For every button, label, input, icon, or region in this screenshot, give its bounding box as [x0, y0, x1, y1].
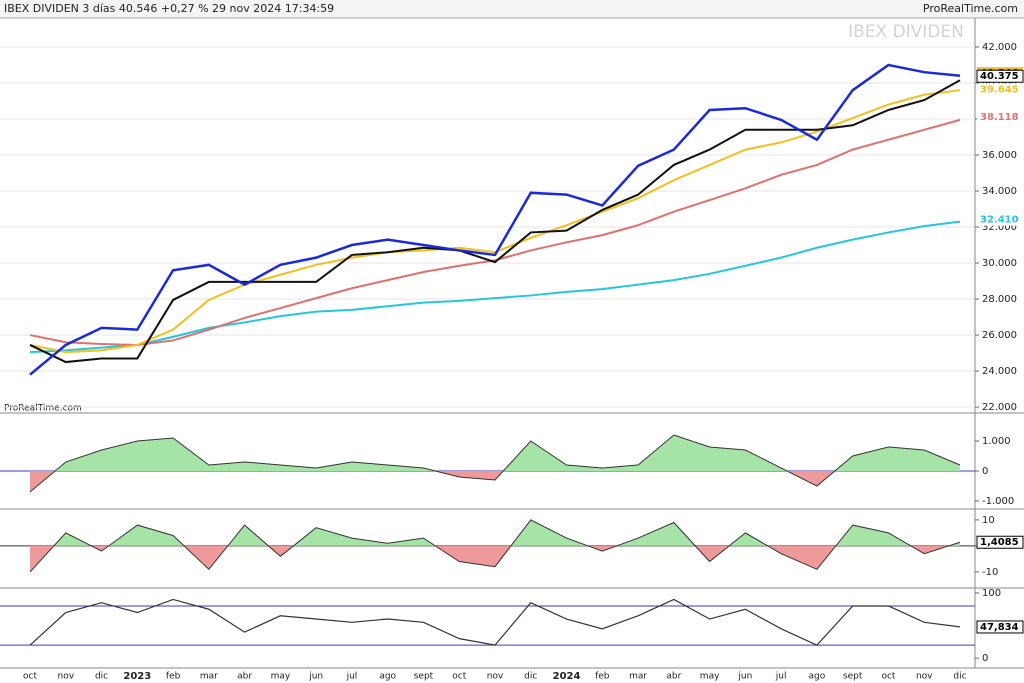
chart-title: IBEX DIVIDEN 3 días 40.546 +0,27 % 29 no… [4, 2, 334, 15]
x-tick-label: 2023 [123, 671, 151, 682]
y-tick-label: 1.000 [982, 436, 1011, 447]
oscillator-line [29, 434, 961, 493]
y-tick-label: 26.000 [982, 330, 1017, 341]
x-tick-label: oct [23, 672, 37, 682]
x-tick-label: oct [881, 672, 895, 682]
title-bar [0, 0, 1024, 18]
oscillator-line [29, 598, 961, 646]
y-tick-label: 34.000 [982, 186, 1017, 197]
frame [0, 17, 1024, 669]
x-tick-label: mar [200, 672, 218, 682]
x-tick-label: sept [414, 672, 434, 682]
x-tick-label: may [700, 672, 720, 682]
y-tick-label: 32.000 [982, 222, 1017, 233]
x-tick-label: feb [595, 672, 610, 682]
x-tick-label: 2024 [553, 671, 581, 682]
price-tag-label: 38.118 [980, 112, 1019, 123]
x-tick-label: ago [809, 672, 826, 682]
y-tick-label: -10 [982, 567, 998, 578]
x-tick-label: jul [346, 672, 358, 682]
oscillator-line [29, 519, 961, 573]
y-tick-label: -1.000 [982, 496, 1014, 507]
y-tick-label: 10 [982, 515, 995, 526]
price-tag-label: 40.375 [980, 71, 1019, 82]
series-line [29, 63, 961, 376]
price-tag-label: 1,4085 [980, 537, 1019, 548]
x-tick-label: abr [666, 672, 681, 682]
x-tick-label: nov [916, 672, 933, 682]
x-tick-label: abr [237, 672, 252, 682]
watermark: IBEX DIVIDEN [848, 22, 964, 42]
y-tick-label: 0 [982, 653, 988, 664]
series-line [29, 89, 961, 354]
x-tick-label: jun [737, 672, 752, 682]
price-tag-label: 39.645 [980, 84, 1019, 95]
x-tick-label: jun [308, 672, 323, 682]
price-tag [976, 620, 1024, 634]
x-tick-label: ago [379, 672, 396, 682]
x-tick-label: dic [95, 672, 108, 682]
y-tick-label: 22.000 [982, 402, 1017, 413]
area-negative [30, 546, 949, 572]
y-tick-label: 42.000 [982, 42, 1017, 53]
series-line [29, 79, 961, 364]
area-positive [55, 435, 960, 471]
x-tick-label: jul [775, 672, 787, 682]
x-tick-label: oct [452, 672, 466, 682]
price-tag [977, 213, 1023, 226]
y-tick-label: 28.000 [982, 294, 1017, 305]
x-tick-label: dic [524, 672, 537, 682]
y-tick-label: 24.000 [982, 366, 1017, 377]
series-line [29, 118, 961, 346]
price-tag-label: 32.410 [980, 215, 1019, 226]
series-line [29, 220, 961, 354]
area-negative [30, 471, 960, 493]
y-tick-label: 0 [982, 466, 988, 477]
x-tick-label: feb [166, 672, 181, 682]
x-tick-label: nov [57, 672, 74, 682]
area-positive [30, 519, 960, 546]
price-tag [977, 110, 1023, 123]
x-tick-label: nov [487, 672, 504, 682]
x-tick-label: dic [953, 672, 966, 682]
x-tick-label: sept [843, 672, 863, 682]
price-tag [976, 535, 1024, 549]
y-tick-label: 100 [982, 588, 1001, 599]
source-bottom: ProRealTime.com [4, 404, 82, 414]
source: ProRealTime.com [923, 2, 1018, 15]
price-tag [977, 83, 1023, 96]
price-tag [976, 69, 1024, 83]
y-tick-label: 36.000 [982, 150, 1017, 161]
x-tick-label: may [271, 672, 291, 682]
y-tick-label: 30.000 [982, 258, 1017, 269]
x-tick-label: mar [629, 672, 647, 682]
price-tag-label: 47,834 [980, 622, 1019, 633]
